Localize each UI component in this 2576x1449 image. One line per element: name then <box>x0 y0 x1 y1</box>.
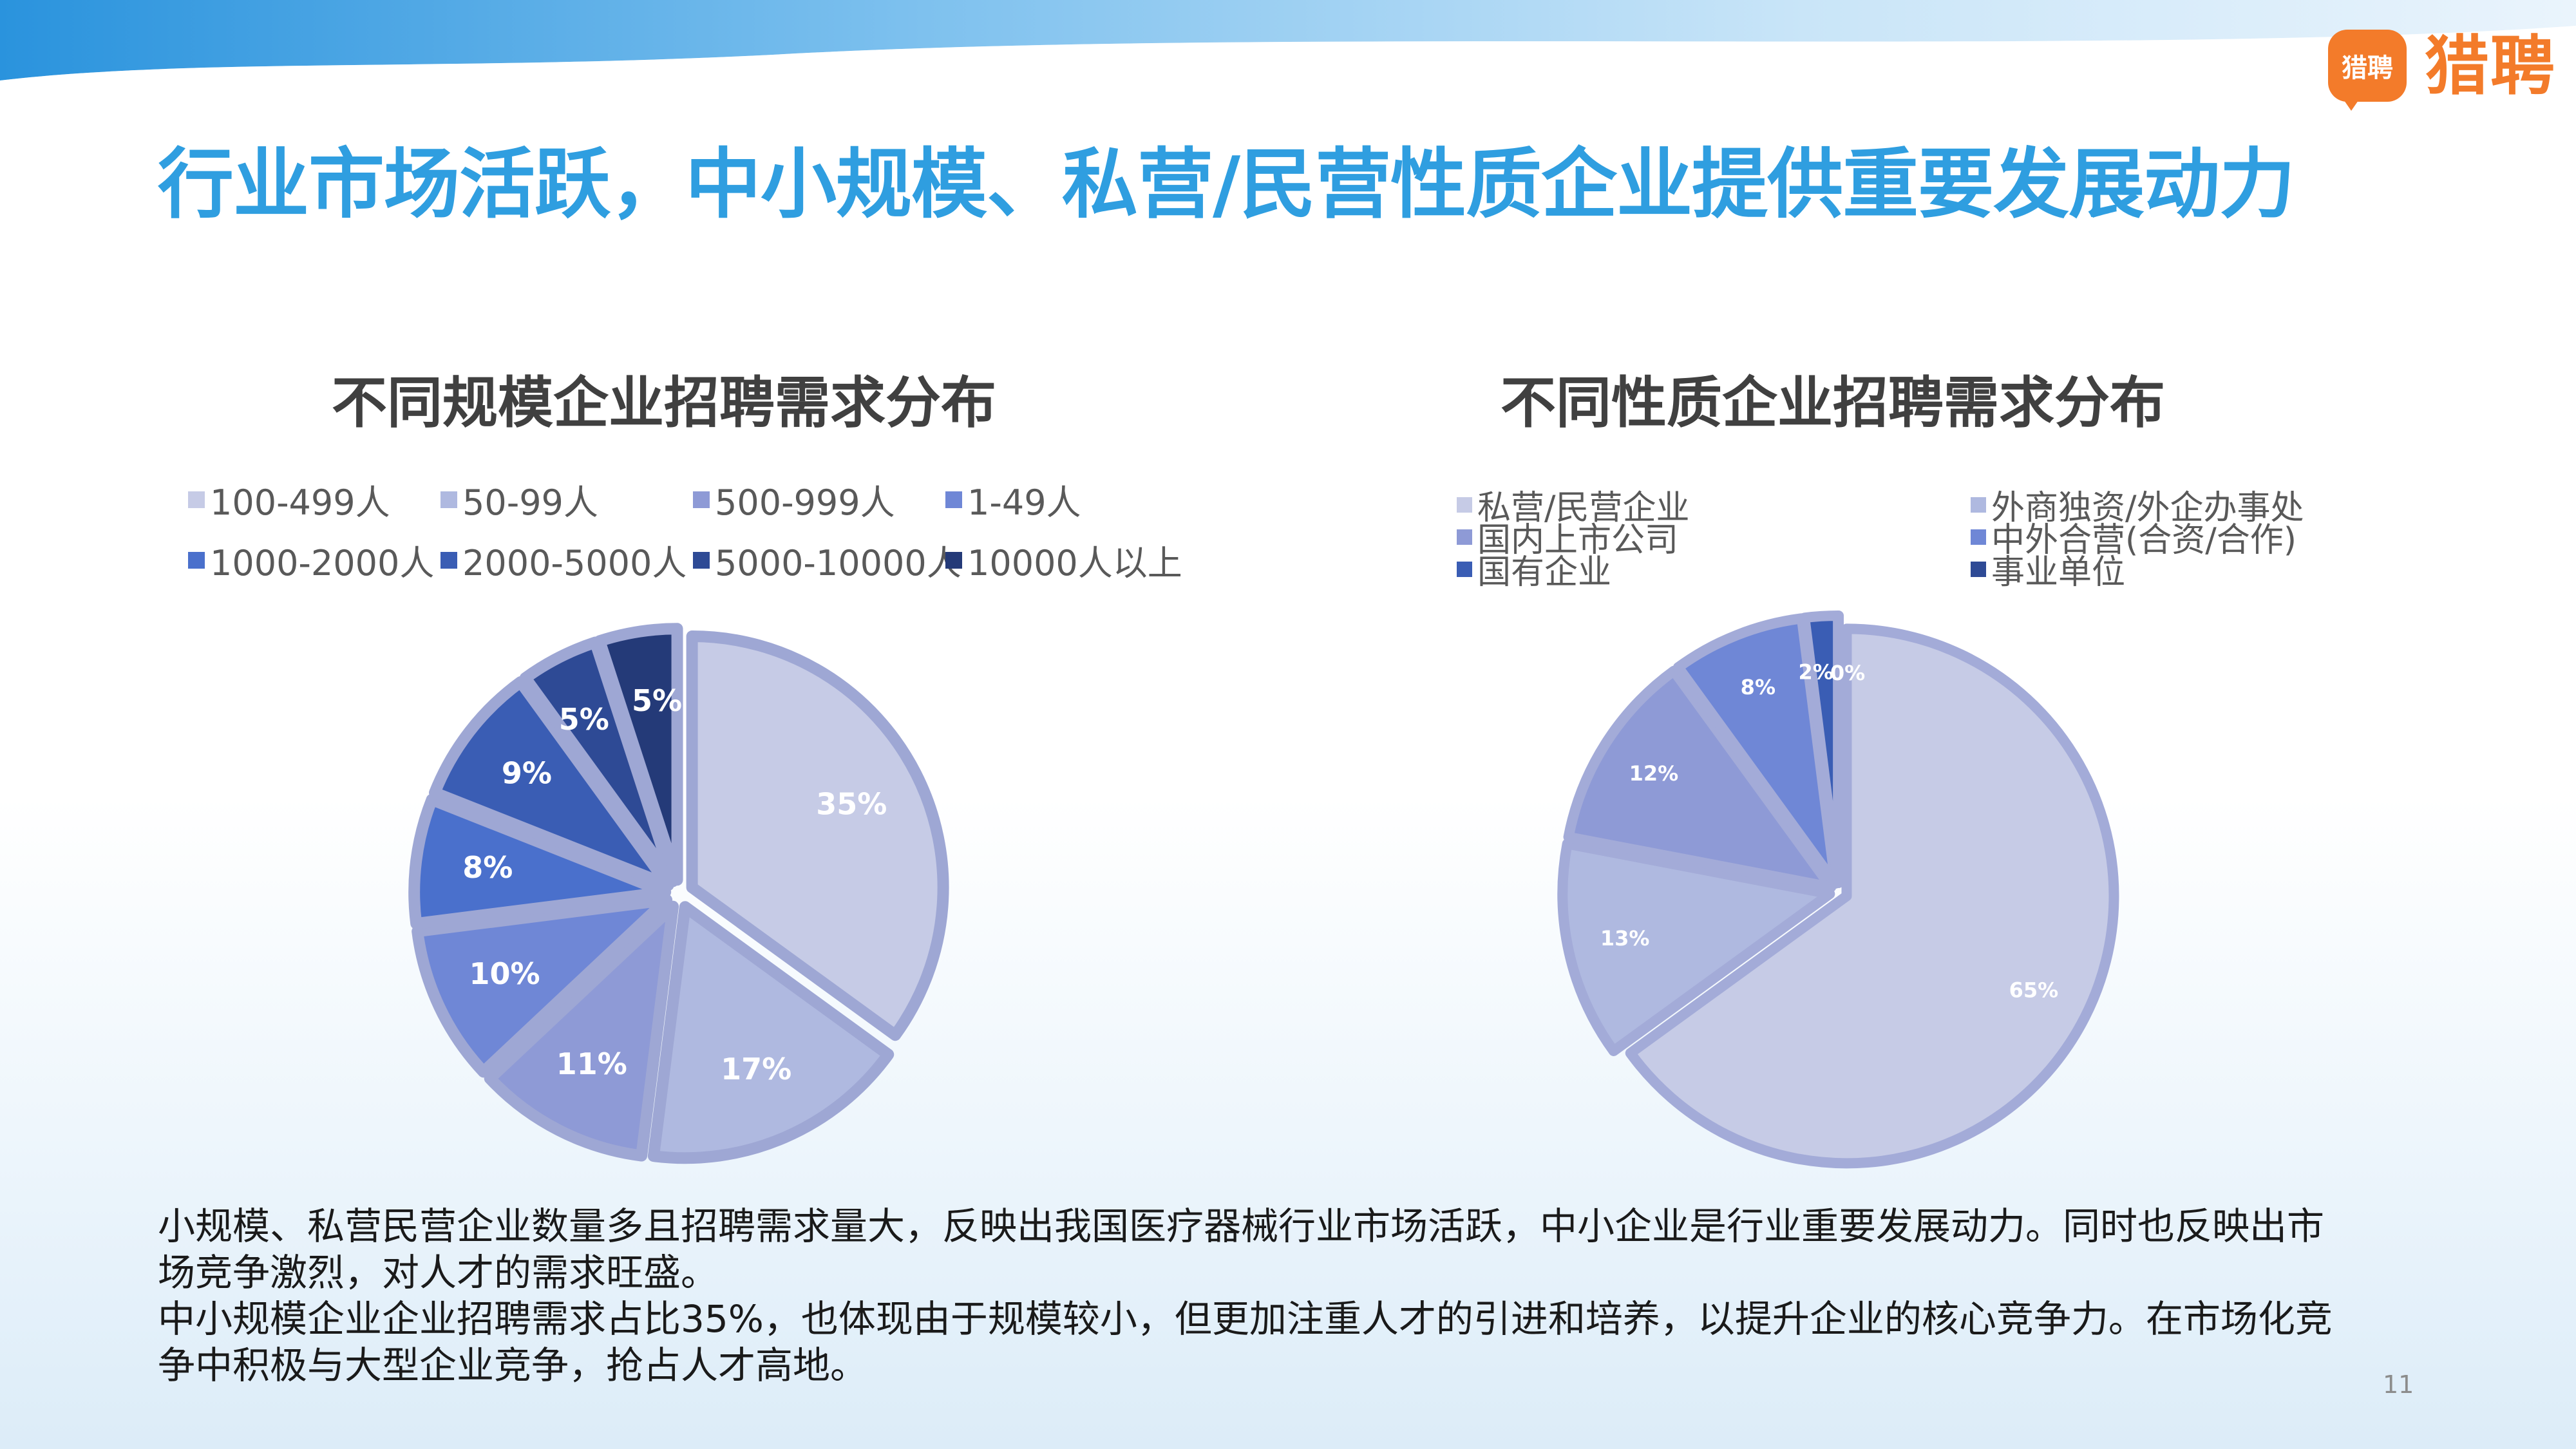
legend-swatch <box>945 491 962 508</box>
legend-item: 1-49人 <box>945 474 1081 525</box>
pie-slice <box>647 901 895 1164</box>
pie-slice <box>408 793 672 930</box>
pie-data-label: 8% <box>462 850 513 885</box>
page-title: 行业市场活跃，中小规模、私营/民营性质企业提供重要发展动力 <box>158 140 2295 229</box>
pie-data-label: 9% <box>502 756 552 791</box>
legend-swatch <box>440 491 457 508</box>
legend-swatch <box>1457 497 1472 513</box>
legend-item: 国有企业 <box>1457 545 1611 593</box>
logo-mark-icon: 猎聘 <box>2328 30 2407 102</box>
legend-item: 1000-2000人 <box>188 535 434 585</box>
chart-title-scale: 不同规模企业招聘需求分布 <box>332 371 996 435</box>
pie-data-label: 12% <box>1629 761 1679 786</box>
pie-slice <box>1557 838 1835 1056</box>
chart-title-nature: 不同性质企业招聘需求分布 <box>1501 371 2165 435</box>
legend-swatch <box>1971 561 1986 577</box>
legend-item: 5000-10000人 <box>693 535 961 585</box>
page-number: 11 <box>2383 1370 2414 1399</box>
legend-item: 外商独资/外企办事处 <box>1971 480 2304 529</box>
legend-swatch <box>1457 529 1472 545</box>
pie-slice <box>429 676 674 891</box>
legend-swatch <box>693 491 710 508</box>
legend-swatch <box>693 551 710 569</box>
pie-data-label: 5% <box>632 683 682 718</box>
pie-data-label: 2% <box>1798 660 1833 685</box>
legend-swatch <box>1971 497 1986 513</box>
pie-data-label: 17% <box>721 1052 791 1086</box>
liepin-logo: 猎聘 猎聘 <box>2328 24 2560 111</box>
legend-swatch <box>440 551 457 569</box>
legend-item: 50-99人 <box>440 474 598 525</box>
pie-slice <box>1563 665 1837 893</box>
logo-text: 猎聘 <box>2425 28 2556 104</box>
summary-text: 小规模、私营民营企业数量多且招聘需求量大，反映出我国医疗器械行业市场活跃，中小企… <box>158 1203 2360 1388</box>
legend-swatch <box>1457 561 1472 577</box>
pie-slice <box>1625 623 2119 1169</box>
legend-item: 国内上市公司 <box>1457 513 1678 561</box>
pie-data-label: 11% <box>556 1046 627 1081</box>
summary-paragraph-2: 中小规模企业企业招聘需求占比35%，也体现由于规模较小，但更加注重人才的引进和培… <box>158 1297 2333 1387</box>
pie-data-label: 5% <box>559 702 609 737</box>
legend-item: 100-499人 <box>188 474 390 525</box>
pie-slice <box>594 623 683 886</box>
pie-data-label: 0% <box>1830 661 1865 685</box>
legend-item: 2000-5000人 <box>440 535 687 585</box>
legend-swatch <box>1971 529 1986 545</box>
pie-data-label: 35% <box>816 786 887 821</box>
header-wave-band <box>0 0 2576 97</box>
pie-data-label: 65% <box>2009 978 2059 1002</box>
legend-item: 10000人以上 <box>945 535 1182 585</box>
legend-item: 中外合营(合资/合作) <box>1971 513 2297 561</box>
pie-slice <box>412 894 673 1078</box>
legend-item: 私营/民营企业 <box>1457 480 1690 529</box>
pie-data-label: 13% <box>1600 926 1650 951</box>
legend-item: 事业单位 <box>1971 545 2125 593</box>
pie-data-label: 10% <box>469 956 540 991</box>
pie-slice <box>686 630 949 1041</box>
pie-slice <box>484 900 679 1162</box>
legend-swatch <box>945 551 962 569</box>
legend-swatch <box>188 551 205 569</box>
summary-paragraph-1: 小规模、私营民营企业数量多且招聘需求量大，反映出我国医疗器械行业市场活跃，中小企… <box>158 1204 2325 1294</box>
legend-swatch <box>188 491 205 508</box>
pie-data-label: 8% <box>1741 675 1776 699</box>
pie-slice <box>1672 613 1841 889</box>
legend-item: 500-999人 <box>693 474 895 525</box>
